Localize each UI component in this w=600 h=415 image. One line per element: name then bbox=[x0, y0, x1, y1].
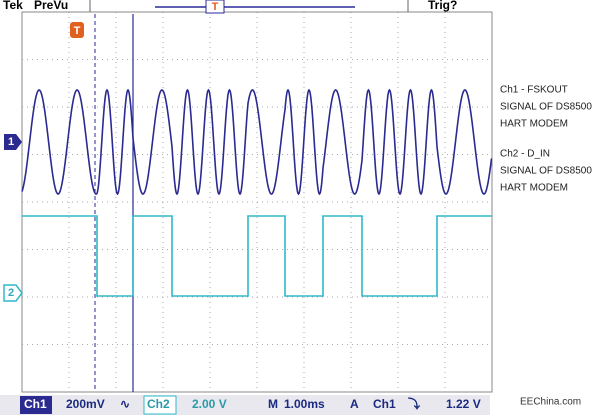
screen-border bbox=[21, 11, 493, 393]
ch2-marker-box bbox=[3, 284, 23, 302]
footer-bar bbox=[0, 395, 490, 415]
trigger-status: Trig? bbox=[428, 0, 457, 12]
note: HART MODEM bbox=[500, 183, 568, 194]
footer-ch1: Ch1 bbox=[24, 397, 47, 411]
trigger-marker: T bbox=[74, 25, 81, 37]
mode: PreVu bbox=[34, 0, 68, 12]
note: HART MODEM bbox=[500, 119, 568, 130]
watermark: EEChina.com bbox=[520, 397, 581, 408]
m-label: M bbox=[268, 397, 278, 411]
ch1-marker: 1 bbox=[8, 136, 14, 148]
timebase: 1.00ms bbox=[284, 397, 325, 411]
graticule bbox=[22, 12, 492, 392]
ch1-coupling: ∿ bbox=[120, 397, 130, 411]
record-window bbox=[205, 0, 225, 14]
ch2-scale: 2.00 V bbox=[192, 397, 227, 411]
trigger-slope: ⤵ bbox=[408, 396, 421, 411]
a-label: A bbox=[350, 397, 359, 411]
footer-ch2: Ch2 bbox=[147, 397, 170, 411]
brand: Tek bbox=[3, 0, 23, 12]
ch1-waveform bbox=[21, 88, 493, 196]
trigger-level: 1.22 V bbox=[446, 397, 481, 411]
ch2-marker: 2 bbox=[8, 287, 14, 299]
footer-ch1-box bbox=[20, 396, 52, 414]
ch1-marker-box bbox=[4, 134, 22, 150]
note: SIGNAL OF DS8500 bbox=[500, 102, 592, 113]
footer-ch2-box bbox=[143, 395, 177, 415]
ch2-waveform bbox=[22, 215, 492, 297]
ch1-scale: 200mV bbox=[66, 397, 105, 411]
note: Ch1 - FSKOUT bbox=[500, 85, 568, 96]
record-trigger: T bbox=[212, 1, 219, 13]
trigger-source: Ch1 bbox=[373, 397, 396, 411]
note: Ch2 - D_IN bbox=[500, 149, 550, 160]
trigger-marker-box bbox=[70, 22, 84, 38]
note: SIGNAL OF DS8500 bbox=[500, 166, 592, 177]
